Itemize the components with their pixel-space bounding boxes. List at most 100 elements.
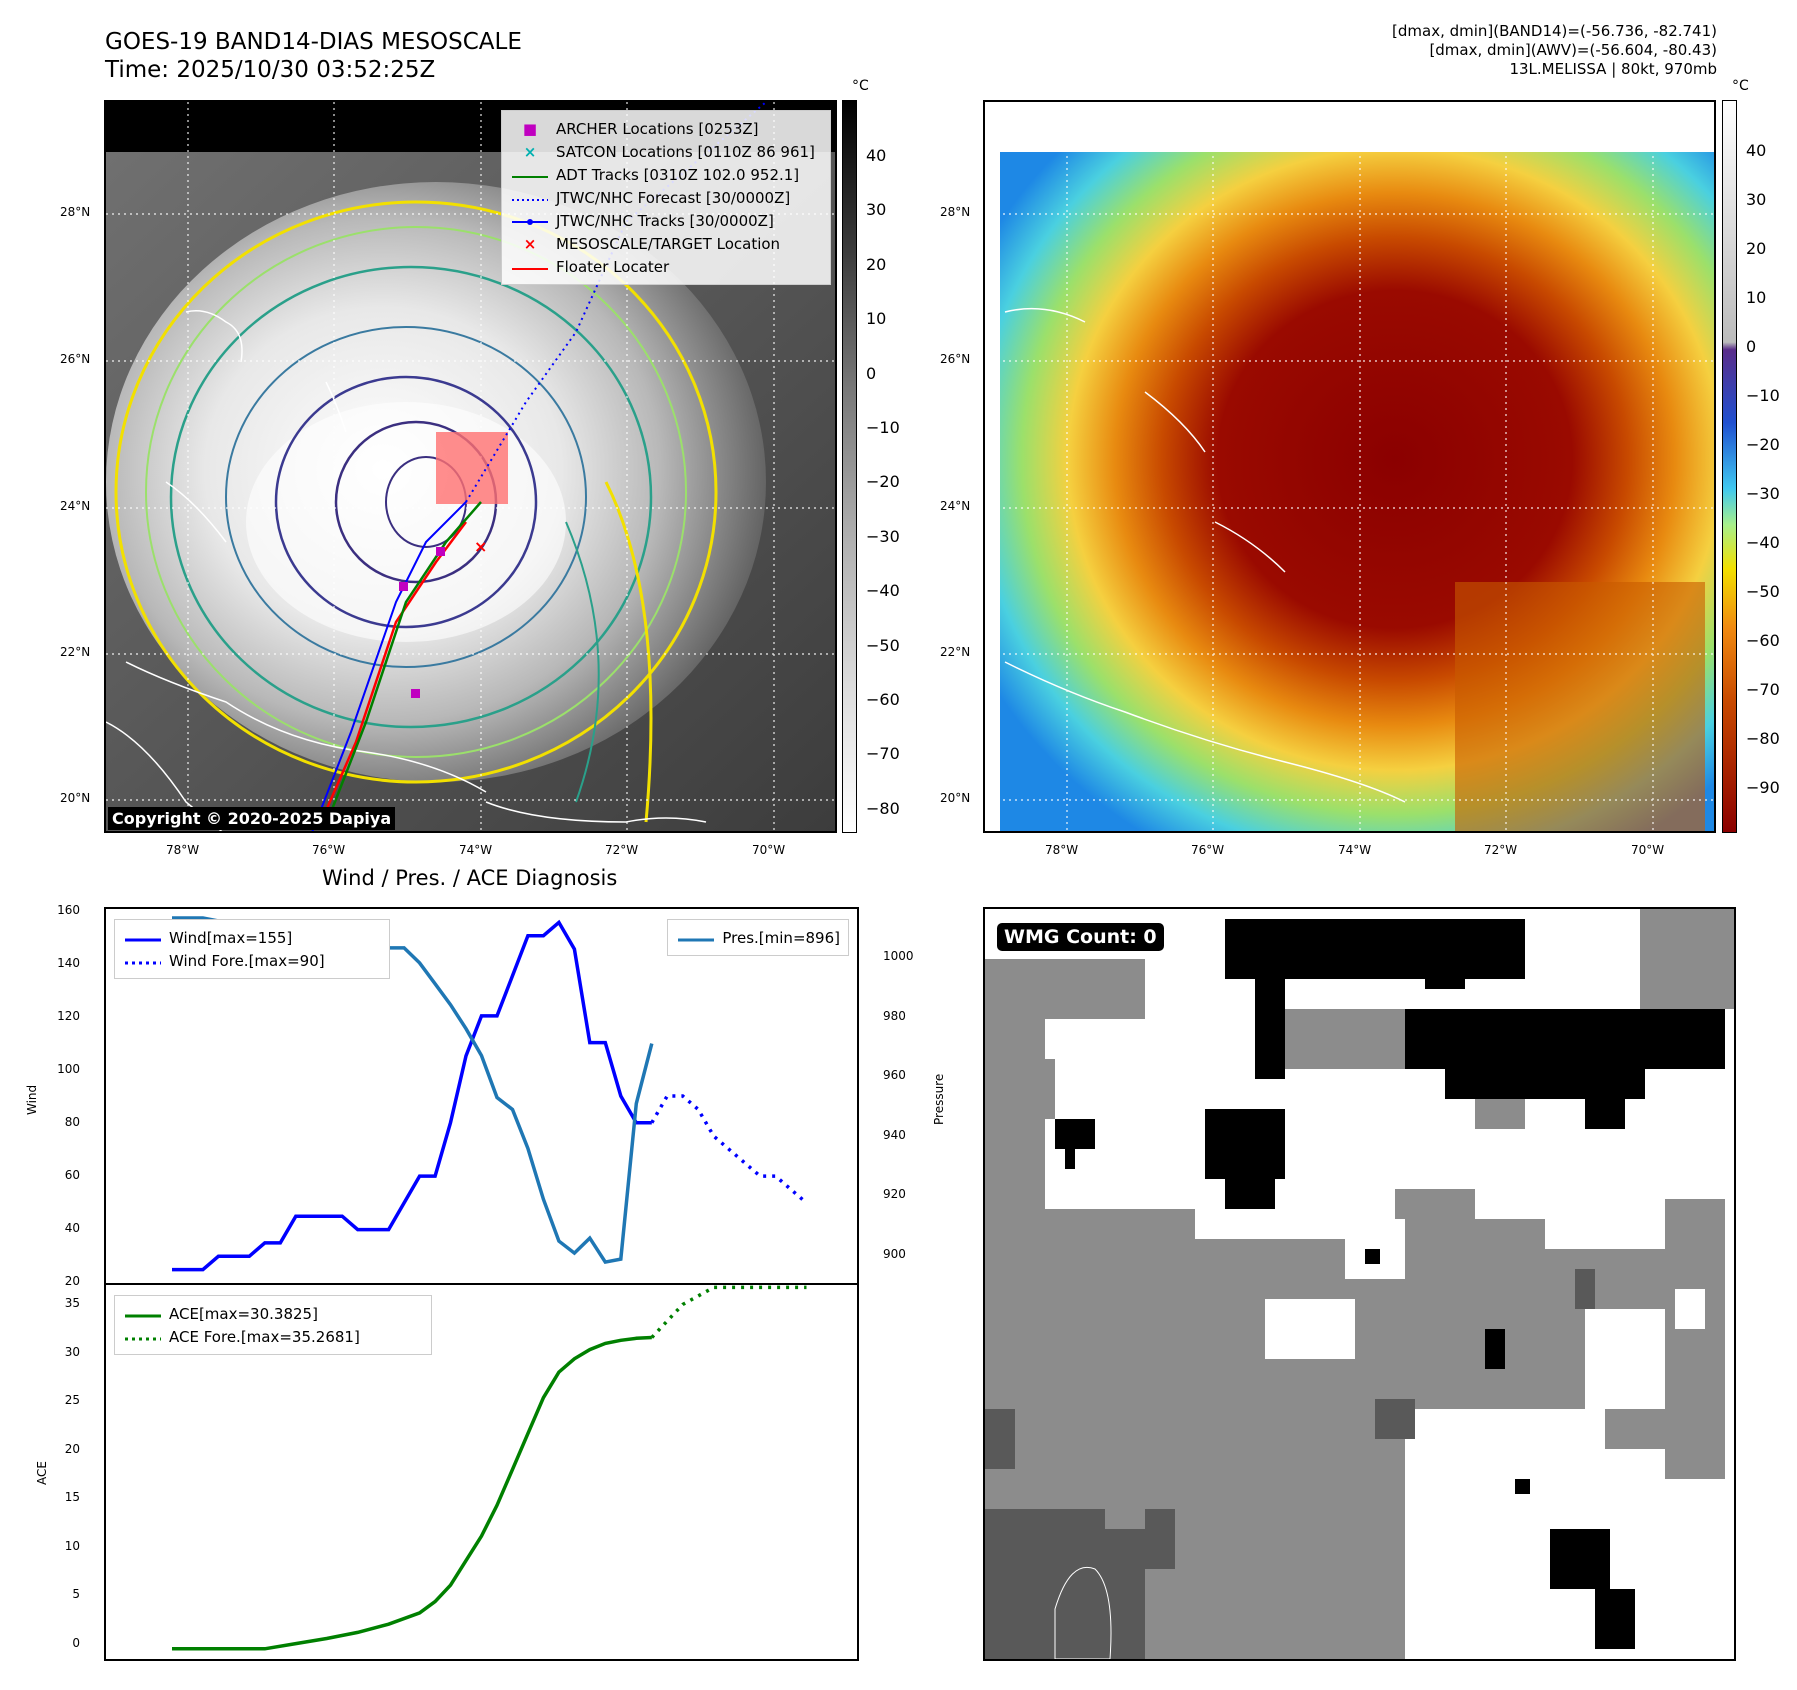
legend-square-icon: ■ [522,119,538,138]
lon-label: 72°W [1484,843,1518,857]
lon-label: 76°W [312,843,346,857]
legend-item-floater: Floater Locater [510,255,822,278]
wmg-grid-image [985,909,1734,1659]
wind-ytick: 60 [64,1168,80,1182]
legend-item-wind: Wind[max=155] [123,926,381,949]
wmg-panel: WMG Count: 0 [983,907,1736,1661]
lat-label: 28°N [60,205,91,219]
lat-label: 20°N [60,791,91,805]
cb1-tick: 0 [866,364,877,383]
wind-ytick: 80 [64,1115,80,1129]
pres-ytick: 940 [883,1128,906,1142]
legend-item-archer: ■ ARCHER Locations [0253Z] [510,117,822,140]
pres-ytick: 1000 [883,949,914,963]
info-block: [dmax, dmin](BAND14)=(-56.736, -82.741) … [1392,22,1717,79]
legend-item-wind-fore: Wind Fore.[max=90] [123,949,381,972]
colorbar2 [1722,100,1737,833]
ace-ytick: 15 [64,1490,80,1504]
wmg-count-badge: WMG Count: 0 [997,923,1164,951]
legend-item-forecast: JTWC/NHC Forecast [30/0000Z] [510,186,822,209]
info-line-2: [dmax, dmin](AWV)=(-56.604, -80.43) [1429,41,1717,59]
cb2-tick: 40 [1746,141,1767,160]
wind-ytick: 140 [57,956,80,970]
info-line-1: [dmax, dmin](BAND14)=(-56.736, -82.741) [1392,22,1717,40]
cb1-tick: 30 [866,200,887,219]
wind-ytick: 100 [57,1062,80,1076]
cb2-tick: 20 [1746,239,1767,258]
lon-label: 74°W [459,843,493,857]
legend-item-target: × MESOSCALE/TARGET Location [510,232,822,255]
cb2-tick: −90 [1746,778,1780,797]
series-line-0 [172,1335,652,1651]
pres-ytick: 960 [883,1068,906,1082]
cb2-tick: −10 [1746,386,1780,405]
ace-ytick: 35 [64,1296,80,1310]
svg-text:×: × [474,537,487,556]
legend-line-dot-icon [510,212,550,230]
cb1-tick: 20 [866,255,887,274]
ace-ytick: 0 [72,1636,80,1650]
cb1-tick: −30 [866,527,900,546]
lon-label: 76°W [1191,843,1225,857]
color-map-panel [983,100,1716,833]
lat-label: 22°N [60,645,91,659]
lat-label: 26°N [940,352,971,366]
cb1-tick: −70 [866,744,900,763]
cb2-tick: 0 [1746,337,1757,356]
cb1-tick: −10 [866,418,900,437]
legend-x-icon: × [523,234,537,253]
lon-label: 74°W [1338,843,1372,857]
lon-label: 72°W [605,843,639,857]
ace-axis-title: ACE [35,1461,49,1485]
legend-item-satcon: × SATCON Locations [0110Z 86 961] [510,140,822,163]
wind-axis-title: Wind [25,1084,39,1115]
ace-legend: ACE[max=30.3825] ACE Fore.[max=35.2681] [114,1295,432,1355]
legend-item-adt: ADT Tracks [0310Z 102.0 952.1] [510,163,822,186]
title-line-1: GOES-19 BAND14-DIAS MESOSCALE [105,29,522,55]
cb2-tick: 10 [1746,288,1767,307]
lat-label: 22°N [940,645,971,659]
pres-ytick: 920 [883,1187,906,1201]
lat-label: 24°N [60,499,91,513]
cb2-tick: −30 [1746,484,1780,503]
info-line-3: 13L.MELISSA | 80kt, 970mb [1509,60,1717,78]
ace-chart: ACE[max=30.3825] ACE Fore.[max=35.2681] [104,1283,859,1661]
series-line-1 [650,1285,807,1339]
lon-label: 70°W [1631,843,1665,857]
legend-x-icon: × [523,142,537,161]
lon-label: 78°W [1045,843,1079,857]
ace-ytick: 20 [64,1442,80,1456]
legend-line-icon [123,929,163,947]
wind-pressure-chart: Wind[max=155] Wind Fore.[max=90] Pres.[m… [104,907,859,1285]
pres-ytick: 900 [883,1247,906,1261]
wind-ytick: 160 [57,903,80,917]
diagnosis-title: Wind / Pres. / ACE Diagnosis [322,866,618,890]
series-line-1 [650,1094,808,1205]
legend-dotted-icon [123,1328,163,1346]
cb1-tick: −40 [866,581,900,600]
cb1-tick: −20 [866,472,900,491]
lon-label: 78°W [166,843,200,857]
pressure-axis-title: Pressure [932,1073,946,1125]
cb2-tick: −60 [1746,631,1780,650]
pressure-legend: Pres.[min=896] [667,919,849,956]
ace-plot [172,1285,807,1651]
cb2-tick: −40 [1746,533,1780,552]
wind-ytick: 120 [57,1009,80,1023]
cb1-tick: −60 [866,690,900,709]
lat-label: 28°N [940,205,971,219]
cb2-tick: −70 [1746,680,1780,699]
colorbar2-unit: °C [1732,78,1749,94]
legend-dotted-icon [123,952,163,970]
series-line-0 [172,919,652,1272]
colorbar1 [842,100,857,833]
figure-title: GOES-19 BAND14-DIAS MESOSCALE Time: 2025… [105,28,522,84]
title-line-2: Time: 2025/10/30 03:52:25Z [105,57,436,83]
legend-item-pres: Pres.[min=896] [676,926,840,949]
ace-ytick: 25 [64,1393,80,1407]
legend-item-ace: ACE[max=30.3825] [123,1302,423,1325]
color-map-image [985,102,1714,831]
ace-ytick: 30 [64,1345,80,1359]
cb2-tick: −20 [1746,435,1780,454]
cb2-tick: −50 [1746,582,1780,601]
